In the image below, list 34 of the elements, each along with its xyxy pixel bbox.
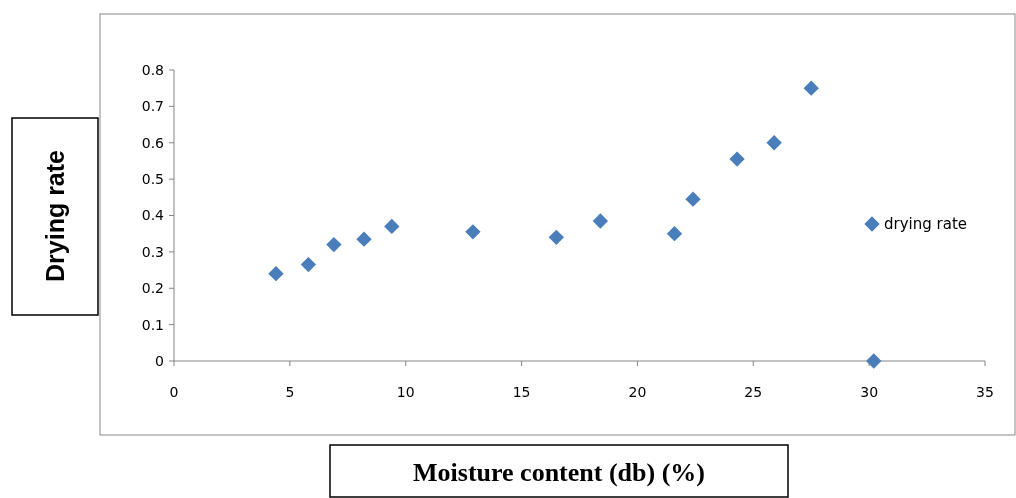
point	[766, 135, 782, 151]
point	[300, 256, 317, 273]
point	[384, 218, 400, 235]
x-axis-title: Moisture content (db) (%)	[413, 458, 705, 487]
x-tick-label: 15	[512, 384, 531, 400]
x-tick-label: 5	[285, 384, 295, 400]
point	[592, 213, 609, 229]
y-tick-label: 0.4	[141, 207, 165, 224]
point	[666, 226, 683, 242]
point	[465, 224, 481, 240]
legend-label: drying rate	[884, 215, 967, 234]
point	[548, 229, 564, 245]
x-tick-label: 35	[976, 384, 994, 400]
y-tick-label: 0.2	[141, 280, 164, 297]
x-tick-label: 10	[396, 384, 415, 400]
point	[866, 353, 882, 369]
y-tick-label: 0.3	[141, 243, 164, 260]
x-tick-label: 20	[628, 384, 647, 400]
x-tick-label: 0	[169, 384, 179, 400]
y-tick-label: 0	[155, 352, 164, 369]
point	[326, 236, 342, 253]
y-tick-label: 0.5	[141, 171, 164, 188]
y-tick-label: 0.8	[141, 61, 164, 78]
y-tick-label: 0.1	[141, 316, 164, 333]
y-tick-label: 0.6	[141, 134, 165, 151]
y-axis-title: Drying rate	[41, 149, 69, 282]
point	[803, 80, 819, 96]
point	[685, 191, 701, 207]
point	[356, 231, 372, 247]
y-tick-label: 0.7	[141, 98, 164, 115]
point	[268, 266, 284, 282]
point	[729, 151, 745, 167]
x-tick-label: 25	[744, 384, 763, 400]
x-tick-label: 30	[860, 384, 879, 400]
